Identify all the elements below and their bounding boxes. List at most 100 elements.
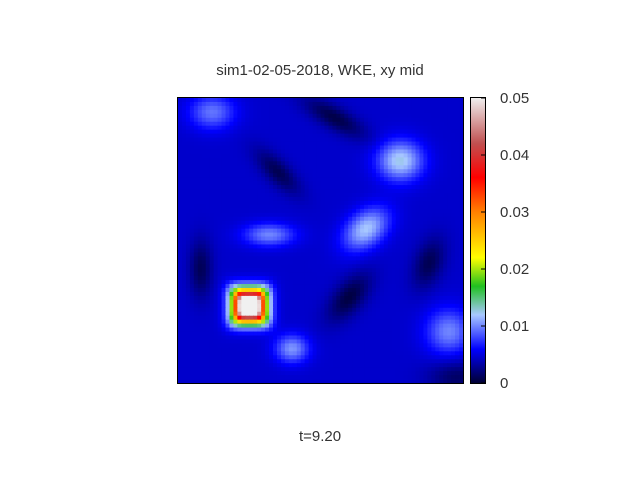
heatmap-cell <box>332 347 337 352</box>
heatmap-cell <box>459 137 464 143</box>
heatmap-cell <box>332 248 337 253</box>
heatmap-cell <box>320 288 326 293</box>
heatmap-cell <box>344 307 349 313</box>
heatmap-cell <box>455 117 460 123</box>
heatmap-cell <box>209 248 215 253</box>
heatmap-cell <box>249 303 254 309</box>
heatmap-cell <box>205 264 211 269</box>
heatmap-cell <box>451 117 456 123</box>
heatmap-cell <box>415 153 421 158</box>
heatmap-cell <box>193 327 199 333</box>
heatmap-cell <box>312 295 318 301</box>
heatmap-cell <box>395 295 401 301</box>
heatmap-cell <box>178 335 183 341</box>
heatmap-cell <box>217 208 223 214</box>
heatmap-cell <box>340 272 345 277</box>
heatmap-cell <box>340 129 345 135</box>
heatmap-cell <box>312 189 318 194</box>
heatmap-cell <box>411 260 417 265</box>
heatmap-cell <box>245 355 250 360</box>
heatmap-cell <box>387 125 393 131</box>
heatmap-cell <box>288 303 294 309</box>
heatmap-cell <box>320 113 326 119</box>
heatmap-cell <box>284 185 290 190</box>
heatmap-cell <box>371 121 377 127</box>
heatmap-cell <box>316 185 322 190</box>
heatmap-cell <box>288 125 294 131</box>
heatmap-cell <box>213 117 219 123</box>
heatmap-cell <box>300 256 306 261</box>
heatmap-cell <box>427 125 432 131</box>
heatmap-cell <box>435 331 440 337</box>
heatmap-cell <box>439 327 444 333</box>
heatmap-cell <box>280 276 286 281</box>
heatmap-cell <box>201 359 207 364</box>
heatmap-cell <box>403 303 409 309</box>
heatmap-cell <box>225 185 231 190</box>
heatmap-cell <box>245 177 250 182</box>
heatmap-cell <box>411 145 417 151</box>
heatmap-cell <box>360 284 365 289</box>
heatmap-cell <box>383 311 389 317</box>
heatmap-cell <box>399 299 405 305</box>
heatmap-cell <box>269 204 274 210</box>
heatmap-cell <box>391 276 397 281</box>
heatmap-cell <box>348 280 353 285</box>
heatmap-cell <box>308 193 314 198</box>
heatmap-cell <box>383 367 389 372</box>
heatmap-cell <box>431 363 436 368</box>
heatmap-cell <box>221 307 227 313</box>
heatmap-cell <box>332 264 337 269</box>
heatmap-cell <box>308 351 314 356</box>
heatmap-cell <box>312 232 318 238</box>
heatmap-cell <box>225 280 231 285</box>
heatmap-cell <box>387 256 393 261</box>
heatmap-cell <box>371 331 377 337</box>
heatmap-cell <box>233 355 238 360</box>
heatmap-cell <box>423 153 428 158</box>
heatmap-cell <box>423 291 428 297</box>
heatmap-cell <box>300 121 306 127</box>
heatmap-cell <box>320 331 326 337</box>
heatmap-cell <box>197 220 203 226</box>
heatmap-cell <box>415 284 421 289</box>
heatmap-cell <box>229 280 235 285</box>
heatmap-cell <box>344 200 349 206</box>
heatmap-cell <box>316 236 322 242</box>
heatmap-cell <box>459 169 464 174</box>
heatmap-cell <box>269 299 274 305</box>
heatmap-cell <box>225 355 231 360</box>
heatmap-cell <box>368 363 373 368</box>
heatmap-cell <box>213 189 219 194</box>
heatmap-cell <box>304 323 310 329</box>
heatmap-cell <box>316 291 322 297</box>
heatmap-cell <box>403 248 409 253</box>
heatmap-cell <box>423 125 428 131</box>
heatmap-cell <box>300 129 306 135</box>
heatmap-cell <box>241 331 246 337</box>
heatmap-cell <box>360 248 365 253</box>
heatmap-cell <box>328 129 333 135</box>
heatmap-cell <box>300 363 306 368</box>
heatmap-cell <box>185 240 191 246</box>
heatmap-cell <box>197 189 203 194</box>
heatmap-cell <box>435 228 440 234</box>
heatmap-cell <box>296 117 302 123</box>
heatmap-cell <box>197 165 203 170</box>
heatmap-cell <box>352 149 357 155</box>
heatmap-cell <box>201 351 207 356</box>
heatmap-cell <box>276 109 282 115</box>
heatmap-cell <box>451 232 456 238</box>
heatmap-cell <box>300 264 306 269</box>
heatmap-cell <box>304 248 310 253</box>
heatmap-cell <box>316 319 322 325</box>
heatmap-cell <box>427 232 432 238</box>
heatmap-cell <box>304 331 310 337</box>
heatmap-cell <box>375 196 381 202</box>
heatmap-cell <box>352 208 357 214</box>
heatmap-cell <box>273 307 278 313</box>
heatmap-cell <box>253 343 258 348</box>
heatmap-cell <box>257 101 262 107</box>
heatmap-cell <box>316 315 322 321</box>
heatmap-cell <box>185 343 191 348</box>
